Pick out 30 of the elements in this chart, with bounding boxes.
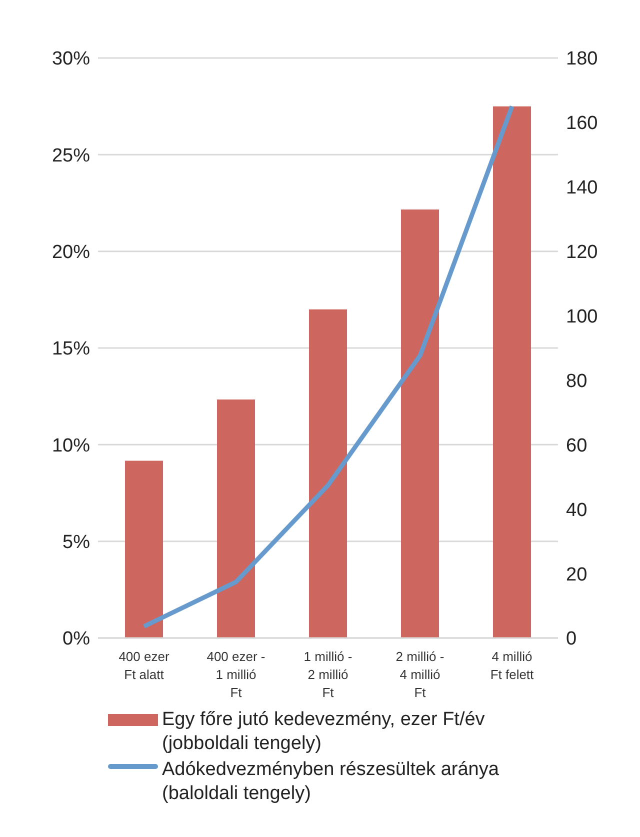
y2-tick-label: 180 [566, 48, 598, 70]
y2-tick-label: 0 [566, 628, 577, 650]
y2-tick-label: 80 [566, 370, 588, 392]
legend-label: Adókedvezményben részesültek aránya (baloldali tengely) [162, 758, 500, 806]
y-tick-label: 25% [52, 145, 90, 166]
x-tick-label: 1 millió - 2 millió Ft [304, 649, 352, 700]
y-tick-label: 10% [52, 435, 90, 456]
y2-tick-label: 40 [566, 500, 588, 521]
x-tick-label: 400 ezer Ft alatt [118, 649, 170, 682]
y2-tick-label: 160 [566, 113, 598, 134]
bar [217, 400, 255, 638]
bar [493, 106, 531, 638]
y-tick-label: 30% [52, 48, 90, 70]
y2-tick-label: 60 [566, 435, 588, 456]
bar [401, 209, 439, 638]
legend-label: Egy főre jutó kedevezmény, ezer Ft/év (jobboldali tengely) [162, 708, 486, 756]
bar [309, 309, 347, 638]
bar [125, 460, 163, 638]
x-tick-label: 400 ezer - 1 millió Ft [206, 649, 266, 700]
y2-tick-label: 100 [566, 306, 598, 328]
y-tick-label: 20% [52, 242, 90, 264]
y2-tick-label: 20 [566, 564, 588, 586]
x-tick-label: 4 millió Ft felett [490, 649, 534, 682]
y-tick-label: 5% [62, 532, 90, 554]
y-tick-label: 15% [52, 338, 90, 360]
y-tick-label: 0% [62, 628, 90, 650]
y2-tick-label: 120 [566, 242, 598, 264]
x-tick-label: 2 millió - 4 millió Ft [396, 649, 444, 700]
line-series [142, 104, 514, 629]
y2-tick-label: 140 [566, 178, 598, 199]
